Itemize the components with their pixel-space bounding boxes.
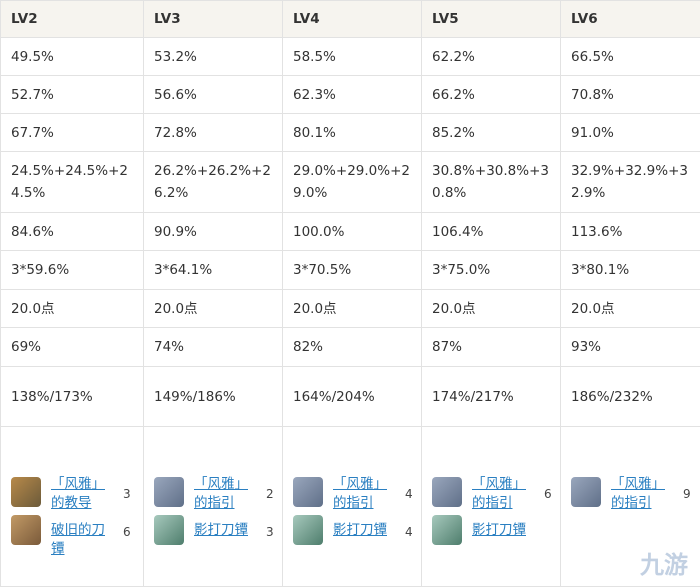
material-name[interactable]: 「风雅」的指引 — [472, 475, 534, 513]
material-icon — [11, 515, 41, 545]
material-icon — [432, 477, 462, 507]
cell: 3*80.1% — [561, 251, 700, 290]
watermark: 九游 — [640, 545, 688, 580]
cell: 67.7% — [1, 114, 144, 152]
cell: 91.0% — [561, 114, 700, 152]
cell: 93% — [561, 328, 700, 367]
cell: 62.2% — [422, 38, 561, 76]
material-name[interactable]: 「风雅」的指引 — [194, 475, 256, 513]
material-icon — [11, 477, 41, 507]
cell: 56.6% — [144, 76, 283, 114]
material-name[interactable]: 影打刀镡 — [333, 521, 395, 540]
material-icon — [154, 477, 184, 507]
cell: 20.0点 — [283, 290, 422, 328]
cell: 24.5%+24.5%+24.5% — [1, 152, 144, 213]
cell: 66.2% — [422, 76, 561, 114]
table-row: 84.6%90.9%100.0%106.4%113.6% — [1, 213, 700, 251]
cell: 174%/217% — [422, 367, 561, 427]
material-count: 4 — [405, 483, 413, 505]
cell: 66.5% — [561, 38, 700, 76]
material-name[interactable]: 「风雅」的指引 — [333, 475, 395, 513]
material-count: 2 — [266, 483, 274, 505]
material-icon — [154, 515, 184, 545]
cell: 85.2% — [422, 114, 561, 152]
cell: 20.0点 — [144, 290, 283, 328]
column-header: LV6 — [561, 1, 700, 38]
cell: 52.7% — [1, 76, 144, 114]
table-row: 67.7%72.8%80.1%85.2%91.0% — [1, 114, 700, 152]
materials-cell: 「风雅」的指引 4 影打刀镡 4 — [283, 427, 422, 587]
materials-row: 「风雅」的教导 3 破旧的刀镡 6 「风雅」的指引 2 影打刀镡 3 「风雅」的指引 4 影打刀镡 4… — [1, 427, 700, 587]
materials-cell: 「风雅」的指引 6 影打刀镡 — [422, 427, 561, 587]
cell: 20.0点 — [561, 290, 700, 328]
cell: 72.8% — [144, 114, 283, 152]
material-icon — [293, 477, 323, 507]
cell: 82% — [283, 328, 422, 367]
cell: 90.9% — [144, 213, 283, 251]
material-icon — [432, 515, 462, 545]
material-count: 6 — [123, 521, 131, 543]
material-count: 9 — [683, 483, 691, 505]
material-count: 3 — [266, 521, 274, 543]
material-name[interactable]: 影打刀镡 — [472, 521, 534, 540]
material-count: 6 — [544, 483, 552, 505]
table-body: 49.5%53.2%58.5%62.2%66.5%52.7%56.6%62.3%… — [1, 38, 700, 587]
cell: 138%/173% — [1, 367, 144, 427]
material-count: 3 — [123, 483, 131, 505]
column-header: LV3 — [144, 1, 283, 38]
column-header: LV2 — [1, 1, 144, 38]
cell: 20.0点 — [422, 290, 561, 328]
table-row: 24.5%+24.5%+24.5%26.2%+26.2%+26.2%29.0%+… — [1, 152, 700, 213]
cell: 69% — [1, 328, 144, 367]
material-name[interactable]: 影打刀镡 — [194, 521, 256, 540]
cell: 164%/204% — [283, 367, 422, 427]
cell: 49.5% — [1, 38, 144, 76]
material-name[interactable]: 「风雅」的教导 — [51, 475, 113, 513]
cell: 3*75.0% — [422, 251, 561, 290]
materials-cell: 「风雅」的指引 2 影打刀镡 3 — [144, 427, 283, 587]
table-row: 69%74%82%87%93% — [1, 328, 700, 367]
cell: 62.3% — [283, 76, 422, 114]
column-header: LV5 — [422, 1, 561, 38]
material-name[interactable]: 破旧的刀镡 — [51, 521, 113, 559]
cell: 149%/186% — [144, 367, 283, 427]
cell: 53.2% — [144, 38, 283, 76]
cell: 87% — [422, 328, 561, 367]
cell: 26.2%+26.2%+26.2% — [144, 152, 283, 213]
materials-cell: 「风雅」的教导 3 破旧的刀镡 6 — [1, 427, 144, 587]
table-row: 3*59.6%3*64.1%3*70.5%3*75.0%3*80.1% — [1, 251, 700, 290]
table-row: 52.7%56.6%62.3%66.2%70.8% — [1, 76, 700, 114]
cell: 58.5% — [283, 38, 422, 76]
material-count: 4 — [405, 521, 413, 543]
cell: 32.9%+32.9%+32.9% — [561, 152, 700, 213]
cell: 3*64.1% — [144, 251, 283, 290]
cell: 100.0% — [283, 213, 422, 251]
cell: 3*70.5% — [283, 251, 422, 290]
column-header: LV4 — [283, 1, 422, 38]
cell: 74% — [144, 328, 283, 367]
cell: 29.0%+29.0%+29.0% — [283, 152, 422, 213]
cell: 3*59.6% — [1, 251, 144, 290]
cell: 80.1% — [283, 114, 422, 152]
cell: 20.0点 — [1, 290, 144, 328]
material-icon — [571, 477, 601, 507]
cell: 186%/232% — [561, 367, 700, 427]
cell: 84.6% — [1, 213, 144, 251]
cell: 30.8%+30.8%+30.8% — [422, 152, 561, 213]
cell: 113.6% — [561, 213, 700, 251]
material-name[interactable]: 「风雅」的指引 — [611, 475, 673, 513]
cell: 70.8% — [561, 76, 700, 114]
table-row: 138%/173%149%/186%164%/204%174%/217%186%… — [1, 367, 700, 427]
material-icon — [293, 515, 323, 545]
cell: 106.4% — [422, 213, 561, 251]
table-row: 49.5%53.2%58.5%62.2%66.5% — [1, 38, 700, 76]
